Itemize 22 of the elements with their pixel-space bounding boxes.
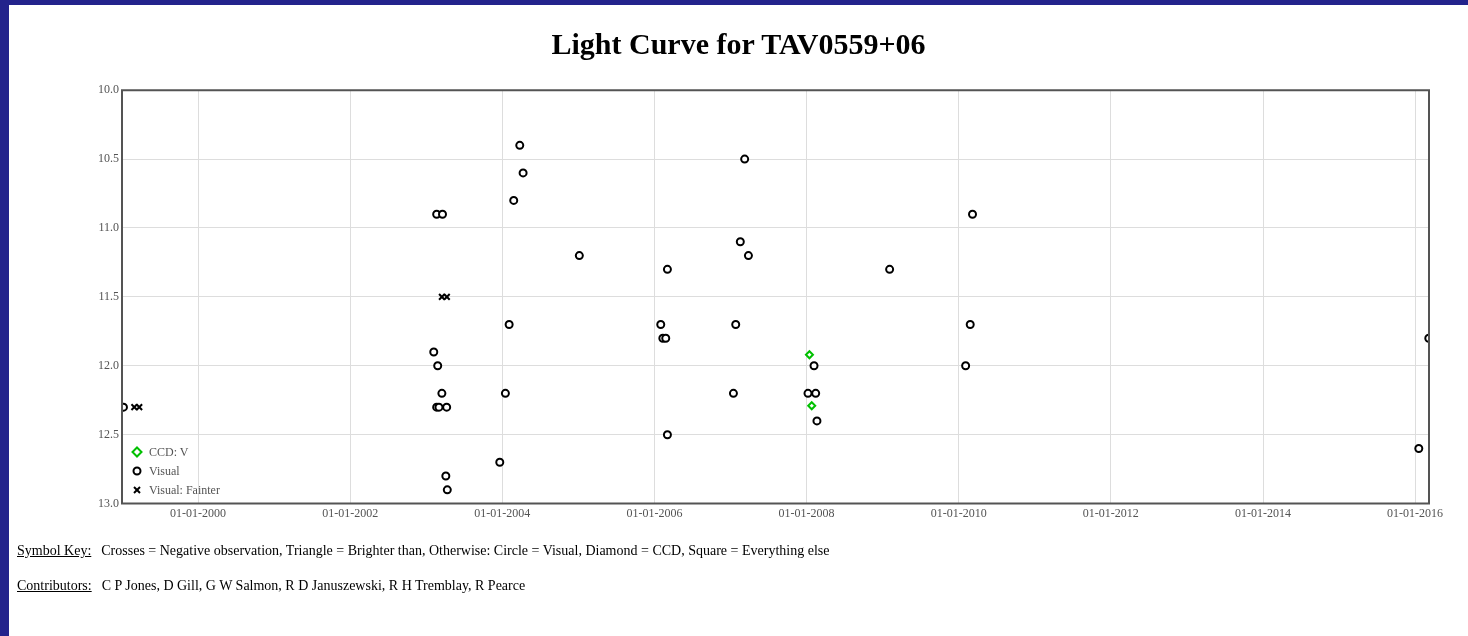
y-tick-label: 10.0 bbox=[98, 82, 119, 97]
text: Contributors: C P Jones, D Gill, G W Salmon, R D Januszewski, R H Tremblay, R Pearce bbox=[17, 578, 526, 593]
x-tick-label: 01-01-2012 bbox=[1082, 505, 1139, 520]
y-tick-label: 11.5 bbox=[98, 289, 119, 304]
x-tick-label: 01-01-2008 bbox=[778, 505, 835, 520]
y-tick-label: 11.0 bbox=[98, 220, 119, 235]
legend-label: Visual: Fainter bbox=[149, 482, 220, 498]
x-tick-label: 01-01-2016 bbox=[1387, 505, 1444, 520]
legend-label: CCD: V bbox=[149, 444, 189, 460]
y-tick-label: 10.5 bbox=[98, 151, 119, 166]
text: Symbol Key: Crosses = Negative observation, Triangle = Brighter than, Otherwise: Circle = Visual, Diamond = CCD, Square = Everything else bbox=[17, 543, 830, 558]
legend-label: Visual bbox=[149, 463, 180, 479]
y-tick-label: 12.0 bbox=[98, 357, 119, 372]
x-tick-label: 01-01-2014 bbox=[1235, 505, 1292, 520]
x-tick-label: 01-01-2006 bbox=[626, 505, 683, 520]
y-tick-label: 12.5 bbox=[98, 426, 119, 441]
x-tick-label: 01-01-2000 bbox=[170, 505, 227, 520]
y-tick-label: 13.0 bbox=[98, 495, 119, 510]
x-tick-label: 01-01-2002 bbox=[322, 505, 379, 520]
chart-title: Light Curve for TAV0559+06 bbox=[550, 27, 927, 61]
x-tick-label: 01-01-2004 bbox=[474, 505, 531, 520]
x-tick-label: 01-01-2010 bbox=[930, 505, 987, 520]
